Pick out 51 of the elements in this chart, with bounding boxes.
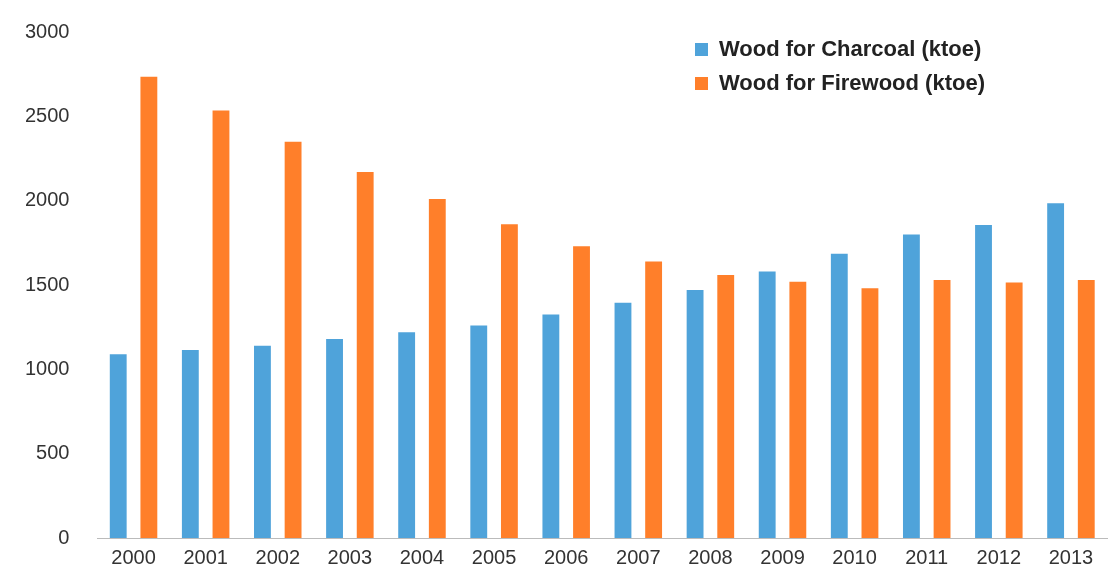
legend-label: Wood for Charcoal (ktoe) bbox=[718, 36, 982, 62]
x-tick-label: 2000 bbox=[111, 545, 156, 568]
y-tick-label: 3000 bbox=[24, 19, 70, 42]
y-tick-label: 1500 bbox=[24, 272, 70, 295]
bar bbox=[573, 246, 590, 538]
bar bbox=[933, 279, 951, 538]
bar bbox=[902, 234, 920, 538]
x-tick-label: 2006 bbox=[543, 545, 589, 568]
bar bbox=[542, 314, 560, 538]
y-tick-label: 1000 bbox=[24, 356, 70, 379]
bar bbox=[212, 110, 230, 538]
bar bbox=[428, 198, 446, 538]
bar bbox=[861, 288, 879, 538]
x-tick-label: 2010 bbox=[832, 545, 877, 568]
x-tick-label: 2002 bbox=[255, 545, 301, 568]
bar bbox=[614, 302, 632, 538]
bar bbox=[1047, 203, 1065, 538]
bar bbox=[109, 354, 127, 538]
x-tick-label: 2011 bbox=[905, 545, 949, 568]
y-tick-label: 2500 bbox=[24, 103, 70, 126]
x-tick-label: 2004 bbox=[399, 545, 445, 568]
bar bbox=[789, 281, 807, 538]
bar bbox=[181, 349, 199, 538]
x-tick-label: 2007 bbox=[616, 545, 661, 568]
bar bbox=[500, 224, 518, 538]
bar bbox=[284, 141, 302, 538]
bar bbox=[140, 76, 158, 538]
bar bbox=[758, 271, 776, 538]
bar bbox=[326, 338, 343, 538]
bar bbox=[254, 345, 271, 538]
x-tick-label: 2012 bbox=[976, 545, 1022, 568]
bar bbox=[830, 253, 848, 538]
x-tick-label: 2001 bbox=[183, 545, 228, 568]
bar bbox=[645, 261, 663, 538]
bar bbox=[975, 225, 992, 538]
x-tick-label: 2003 bbox=[327, 545, 373, 568]
bar bbox=[356, 171, 374, 538]
bar bbox=[717, 274, 735, 538]
y-tick-label: 2000 bbox=[24, 188, 70, 211]
y-tick-label: 500 bbox=[36, 441, 70, 464]
bar bbox=[470, 325, 488, 538]
x-tick-label: 2013 bbox=[1048, 545, 1094, 568]
y-tick-label: 0 bbox=[58, 525, 70, 548]
legend-label: Wood for Firewood (ktoe) bbox=[718, 70, 986, 96]
bar bbox=[686, 290, 704, 538]
bar bbox=[1077, 279, 1095, 538]
bar bbox=[398, 332, 416, 538]
x-tick-label: 2008 bbox=[688, 545, 733, 568]
bar bbox=[1005, 282, 1023, 538]
x-tick-label: 2009 bbox=[760, 545, 805, 568]
x-tick-label: 2005 bbox=[471, 545, 517, 568]
